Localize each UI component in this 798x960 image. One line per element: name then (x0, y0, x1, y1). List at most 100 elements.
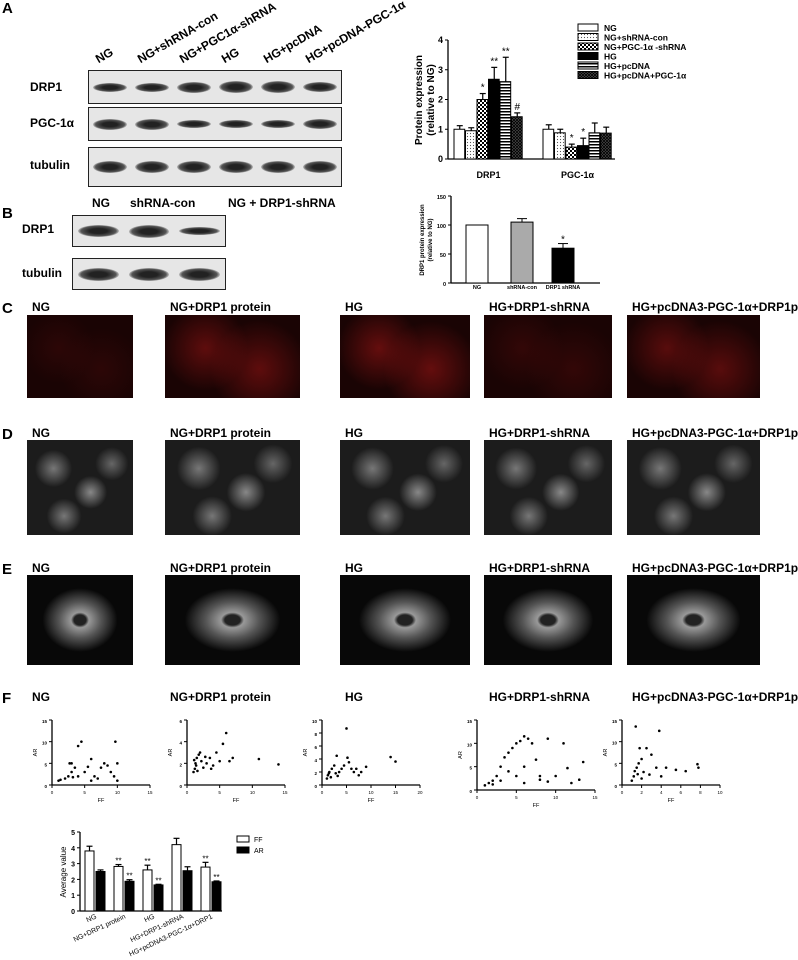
scatter-point (193, 767, 197, 771)
x-tick-label: 15 (282, 790, 288, 795)
panel-label-f: F (2, 690, 12, 707)
row-label-drp1: DRP1 (22, 222, 55, 236)
scatter-point (570, 781, 573, 785)
protein-band (128, 224, 170, 238)
significance-mark: * (561, 235, 565, 246)
scatter-point (495, 774, 498, 778)
scatter-point (359, 770, 363, 774)
y-tick-label: 5 (44, 762, 47, 767)
scatter-point (674, 768, 678, 772)
scatter-point (86, 765, 90, 769)
condition-title: HG (345, 300, 363, 314)
scatter-point (335, 754, 338, 758)
y-tick-label: 4 (179, 741, 182, 746)
protein-band (261, 81, 295, 93)
scatter-point (209, 767, 213, 771)
significance-mark: # (514, 102, 520, 113)
lane-label: NG (92, 196, 110, 210)
scatter-point (205, 762, 208, 765)
scatter-point (697, 766, 700, 769)
scatter-point (347, 760, 351, 764)
y-tick-label: 0 (614, 784, 617, 789)
bar (499, 81, 512, 160)
western-blot-tubulin (72, 258, 226, 290)
y-tick-label: 1 (71, 893, 75, 900)
scatter-point (80, 740, 83, 743)
bar (453, 128, 466, 160)
x-tick-label: 15 (147, 790, 153, 795)
scatter-point (638, 746, 641, 750)
micrograph (627, 575, 760, 665)
scatter-point (340, 767, 343, 771)
significance-mark: ** (202, 854, 208, 863)
legend-swatch (577, 42, 599, 51)
x-tick-label: 15 (592, 795, 598, 800)
scatter-point (332, 764, 336, 767)
scatter-point (546, 737, 550, 740)
significance-mark: * (581, 127, 585, 138)
y-tick-label: 0 (314, 784, 317, 789)
protein-band (135, 118, 169, 130)
protein-band (78, 225, 119, 237)
x-tick-label: NG (473, 285, 481, 290)
x-tick-label: 6 (680, 790, 683, 795)
scatter-point (192, 770, 195, 774)
micrograph (484, 575, 612, 665)
scatter-point (389, 755, 392, 759)
x-tick-label: 5 (515, 795, 518, 800)
condition-title: HG (345, 426, 363, 440)
scatter-point (577, 778, 581, 782)
micrograph (340, 315, 470, 398)
micrograph (627, 440, 760, 535)
y-tick-label: 4 (71, 846, 75, 853)
y-tick-label: 5 (71, 830, 75, 837)
scatter-plot: 0 2 4 6 8 10 0 5 10 15 20 FF AR (303, 719, 423, 804)
legend-swatch (577, 71, 599, 79)
row-label-pgc1a: PGC-1α (30, 116, 75, 130)
scatter-point (499, 765, 502, 768)
bar (588, 132, 601, 160)
y-tick-label: 15 (467, 719, 473, 724)
scatter-point (89, 779, 93, 782)
legend-label: HG (604, 52, 617, 62)
protein-band (93, 82, 127, 92)
micrograph (165, 575, 300, 665)
scatter-point (114, 740, 117, 743)
x-tick-label: 10 (115, 790, 121, 795)
bar-chart-drp1-expression: 0 50 100 150 DRP1 protein expression (relativ… (420, 195, 600, 290)
y-tick-label: 150 (437, 195, 446, 201)
x-tick-label: 2 (640, 790, 643, 795)
y-tick-label: 6 (179, 719, 182, 724)
scatter-point (546, 780, 550, 783)
scatter-point (534, 758, 538, 761)
scatter-point (215, 751, 218, 754)
condition-title: NG+DRP1 protein (170, 426, 272, 440)
scatter-point (655, 766, 658, 769)
legend-swatch (236, 835, 250, 843)
x-tick-label: 0 (476, 795, 479, 800)
y-tick-label: 5 (469, 766, 472, 771)
x-tick-label: DRP1 shRNA (546, 285, 581, 290)
scatter-point (503, 756, 506, 759)
bar-chart-protein-expression: 0 1 2 3 4 Protein expression (relative to NG) D… (414, 23, 687, 180)
x-tick-label: 0 (51, 790, 54, 795)
condition-title: NG (32, 300, 50, 314)
bar (171, 844, 182, 912)
scatter-point (73, 766, 77, 769)
western-blot-pgc1a (88, 107, 342, 141)
scatter-point (522, 735, 526, 738)
y-tick-label: 1 (438, 124, 443, 134)
y-tick-label: 5 (614, 762, 617, 767)
scatter-point (59, 778, 62, 782)
x-axis-label: FF (233, 798, 240, 804)
panel-label-a: A (2, 0, 13, 17)
scatter-point (538, 778, 542, 782)
scatter-point (194, 764, 198, 767)
protein-band (303, 119, 337, 129)
micrograph (484, 440, 612, 535)
scatter-point (228, 759, 231, 763)
scatter-point (487, 781, 491, 785)
bar (511, 116, 523, 160)
